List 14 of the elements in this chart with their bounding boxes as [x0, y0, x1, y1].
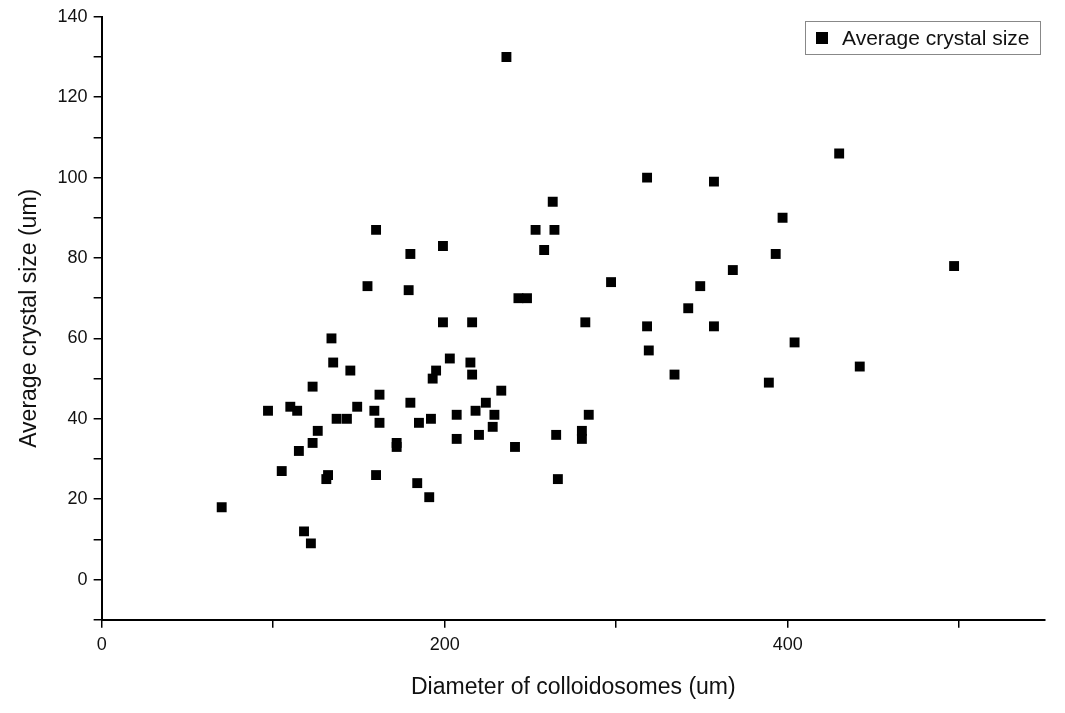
y-axis-title: Average crystal size (um)	[15, 188, 42, 448]
y-tick-label: 80	[67, 246, 88, 267]
legend-label: Average crystal size	[842, 25, 1030, 50]
y-tick-label: 100	[57, 166, 88, 187]
y-tick-label: 60	[67, 327, 88, 348]
x-tick-label: 200	[429, 633, 460, 654]
y-tick-label: 120	[57, 86, 88, 107]
y-tick-label: 20	[67, 488, 88, 509]
y-tick-label: 140	[57, 5, 88, 26]
y-tick-label: 0	[77, 568, 88, 589]
x-tick-label: 0	[96, 633, 107, 654]
y-tick-label: 40	[67, 407, 88, 428]
x-axis-title: Diameter of colloidosomes (um)	[410, 672, 736, 699]
x-tick-label: 400	[772, 633, 803, 654]
